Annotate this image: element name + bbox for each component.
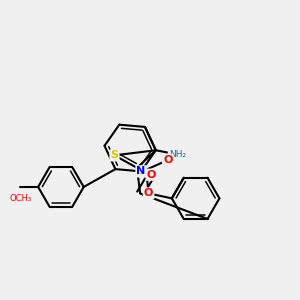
Text: OCH₃: OCH₃ (9, 194, 32, 203)
Text: NH₂: NH₂ (169, 150, 186, 159)
Text: S: S (110, 150, 118, 160)
Text: O: O (147, 170, 156, 180)
Text: N: N (136, 167, 146, 176)
Text: O: O (144, 188, 153, 198)
Text: O: O (163, 155, 172, 165)
